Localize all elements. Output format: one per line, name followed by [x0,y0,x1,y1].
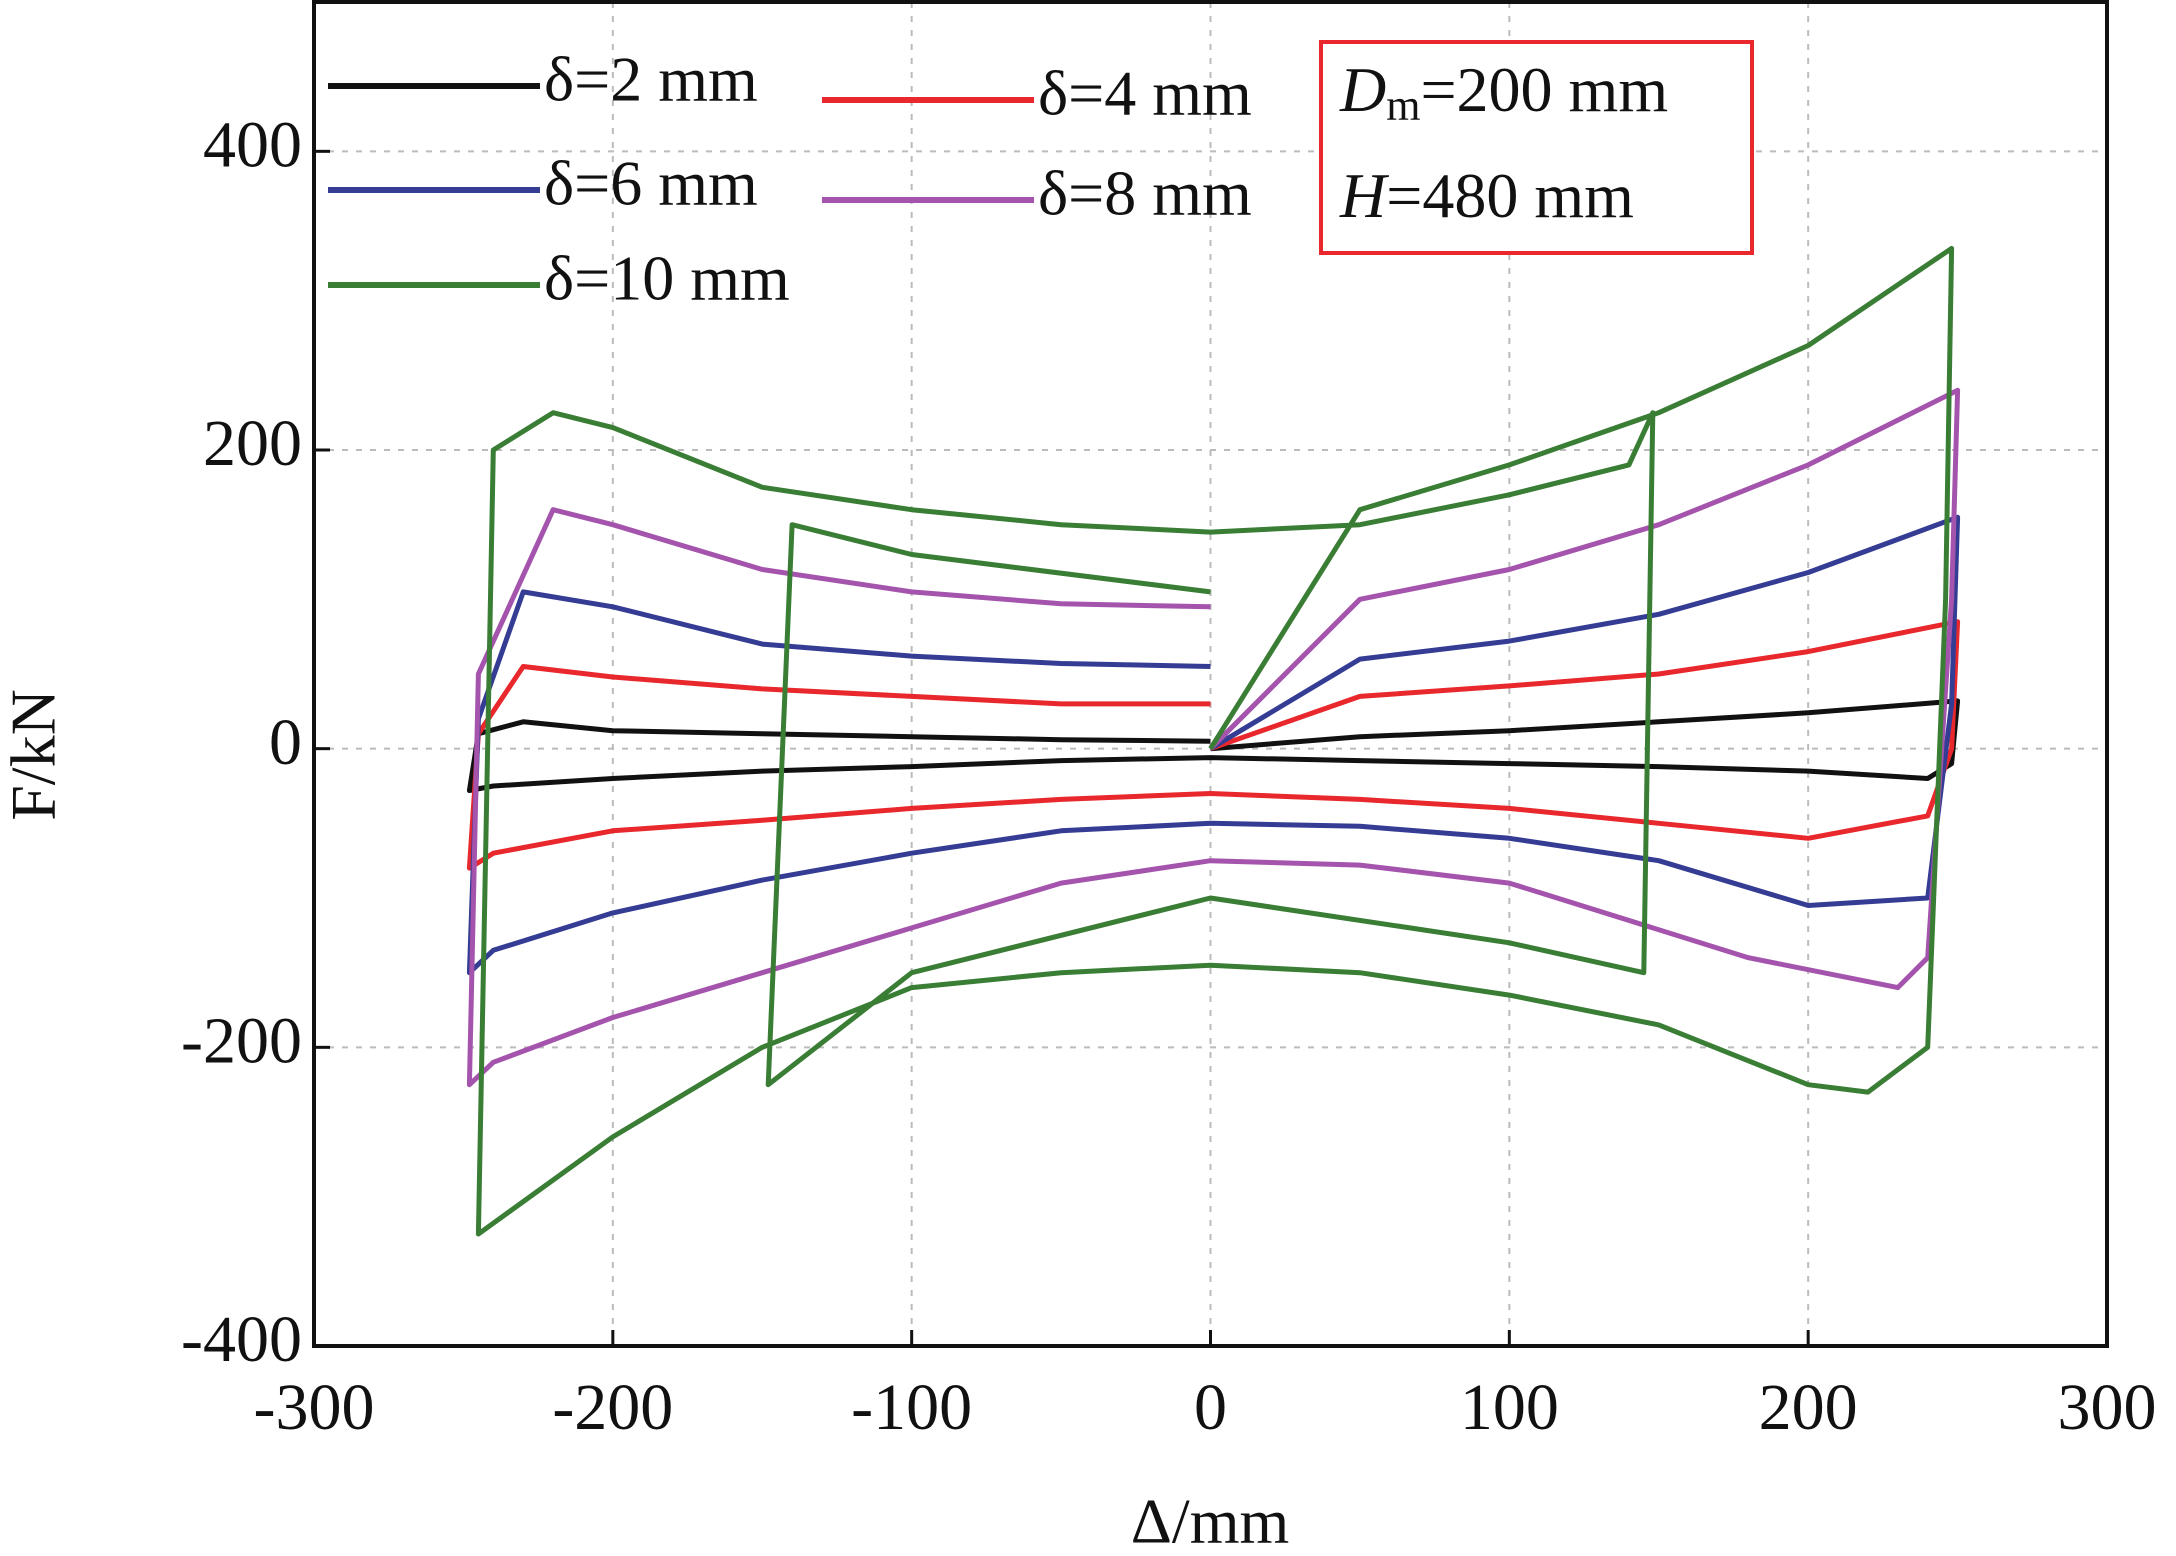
y-axis-label: F/kN [0,689,69,821]
series-line [466,698,1961,793]
x-tick-label: 300 [2058,1371,2157,1444]
x-axis-label: Δ/mm [1131,1486,1290,1556]
x-tick-label: 200 [1759,1371,1858,1444]
x-tick-label: -200 [552,1371,673,1444]
annotation-value: =200 mm [1420,54,1668,125]
annotation-symbol: D [1339,54,1386,125]
legend-label: δ=10 mm [544,243,790,314]
series-line [466,619,1961,871]
annotation: H=480 mm [1339,160,1634,231]
annotation-symbol: H [1339,160,1390,231]
series-line [475,245,1955,1237]
legend-label: δ=6 mm [544,148,758,219]
series-line [466,387,1961,1088]
y-tick-label: 0 [269,706,302,779]
x-tick-label: 0 [1194,1371,1227,1444]
annotation-subscript: m [1386,81,1420,130]
annotation-box [1319,40,1754,255]
x-tick-label: 100 [1460,1371,1559,1444]
x-tick-label: -100 [851,1371,972,1444]
y-tick-label: -200 [181,1004,302,1077]
legend-label: δ=8 mm [1038,158,1252,229]
plot-frame [312,0,2109,1348]
y-tick-label: 200 [203,407,302,480]
annotation: Dm=200 mm [1339,54,1668,130]
series-line [466,514,1961,976]
annotation-value: =480 mm [1386,160,1634,231]
x-tick-label: -300 [254,1371,375,1444]
y-tick-label: -400 [181,1303,302,1376]
legend-label: δ=2 mm [544,44,758,115]
y-tick-label: 400 [203,108,302,181]
legend-label: δ=4 mm [1038,58,1252,129]
